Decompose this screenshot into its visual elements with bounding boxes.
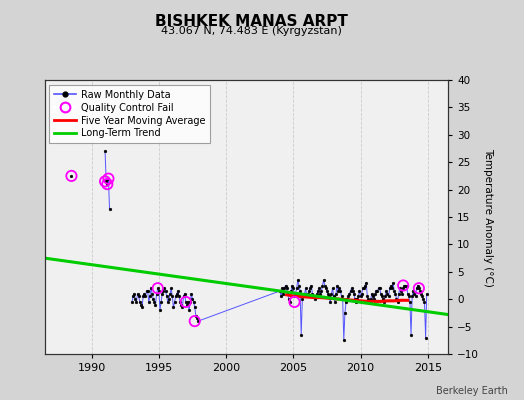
Point — [101, 178, 109, 184]
Point — [103, 181, 112, 187]
Y-axis label: Temperature Anomaly (°C): Temperature Anomaly (°C) — [483, 148, 493, 286]
Point — [181, 299, 190, 305]
Point — [67, 173, 75, 179]
Point — [290, 299, 299, 305]
Text: BISHKEK MANAS ARPT: BISHKEK MANAS ARPT — [155, 14, 348, 29]
Point — [414, 285, 423, 292]
Point — [191, 318, 199, 324]
Text: Berkeley Earth: Berkeley Earth — [436, 386, 508, 396]
Point — [154, 285, 162, 292]
Point — [104, 176, 113, 182]
Text: 43.067 N, 74.483 E (Kyrgyzstan): 43.067 N, 74.483 E (Kyrgyzstan) — [161, 26, 342, 36]
Legend: Raw Monthly Data, Quality Control Fail, Five Year Moving Average, Long-Term Tren: Raw Monthly Data, Quality Control Fail, … — [49, 85, 210, 143]
Point — [399, 282, 407, 289]
